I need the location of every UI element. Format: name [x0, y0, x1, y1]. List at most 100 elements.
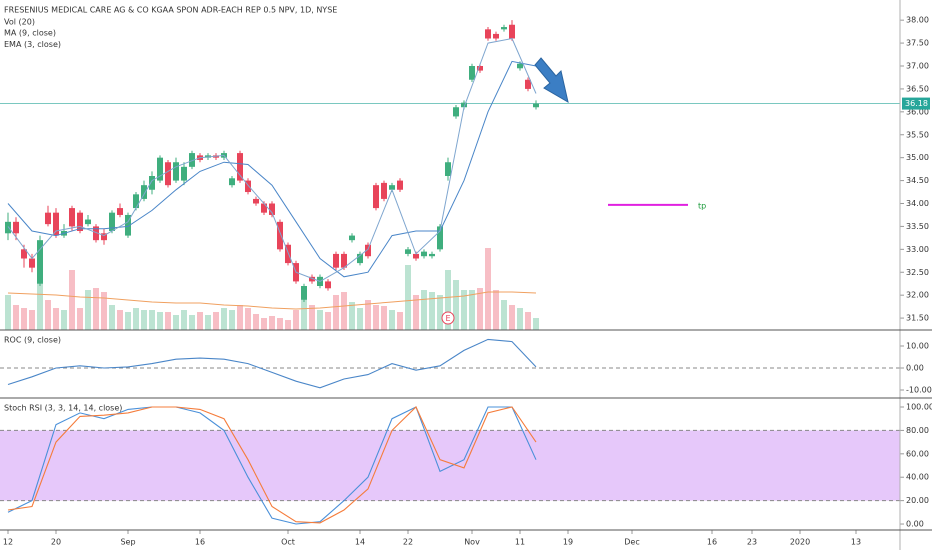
arrow: [534, 57, 569, 104]
volume-bar: [189, 315, 195, 330]
volume-bar: [325, 312, 331, 330]
candle-body: [13, 221, 19, 234]
candle-body: [37, 240, 43, 284]
volume-bar: [149, 310, 155, 330]
volume-bar: [157, 312, 163, 330]
volume-bar: [221, 308, 227, 330]
volume-bar: [269, 316, 275, 330]
moving-average: [7, 60, 537, 278]
candle-body: [21, 249, 27, 259]
volume-bar: [453, 280, 459, 330]
x-tick-label: 13: [851, 538, 861, 547]
volume-bar: [525, 312, 531, 330]
y-tick-label: 80.00: [906, 426, 929, 435]
volume-bar: [501, 300, 507, 330]
candle-body: [349, 235, 355, 241]
y-tick-label: 34.00: [906, 199, 929, 208]
volume-bar: [117, 310, 123, 330]
candle-body: [421, 251, 427, 257]
y-tick-label: 0.00: [906, 363, 924, 372]
y-tick-label: 60.00: [906, 449, 929, 458]
candle-body: [485, 29, 491, 39]
x-tick-label: 20: [51, 538, 61, 547]
volume-bar: [253, 314, 259, 330]
volume-bar: [213, 312, 219, 330]
candle-body: [277, 221, 283, 250]
volume-bar: [125, 312, 131, 330]
last-price-tag: [902, 97, 930, 110]
candle-body: [237, 153, 243, 181]
candle-body: [149, 176, 155, 190]
candle-body: [445, 162, 451, 176]
volume-bar: [485, 248, 491, 330]
x-tick-label: 19: [563, 538, 573, 547]
candle-body: [269, 203, 275, 215]
volume-bar: [21, 308, 27, 330]
volume-bar: [173, 315, 179, 330]
y-tick-label: 35.50: [906, 130, 929, 139]
volume-bar: [509, 305, 515, 330]
candle-body: [261, 203, 267, 213]
volume-bar: [13, 305, 19, 330]
pane-title: FRESENIUS MEDICAL CARE AG & CO KGAA SPON…: [4, 6, 337, 15]
x-tick-label: 16: [707, 538, 717, 547]
candle-body: [509, 24, 515, 39]
volume-bar: [285, 320, 291, 330]
candle-body: [157, 157, 163, 181]
volume-bar: [469, 290, 475, 330]
moving-average: [7, 37, 537, 282]
volume-bar: [261, 318, 267, 330]
candle-body: [53, 212, 59, 236]
volume-bar: [397, 312, 403, 330]
volume-bar: [141, 310, 147, 330]
y-tick-label: 10.00: [906, 341, 929, 350]
candle-body: [189, 153, 195, 167]
event-marker: [441, 311, 455, 325]
volume-bar: [445, 270, 451, 330]
candle-body: [181, 166, 187, 181]
volume-bar: [389, 310, 395, 330]
volume-bar: [405, 265, 411, 330]
legend-label: Vol (20): [4, 18, 35, 27]
volume-ma: [7, 291, 537, 310]
y-tick-label: 34.50: [906, 176, 929, 185]
volume-bar: [413, 295, 419, 330]
volume-bar: [477, 288, 483, 330]
volume-bar: [333, 295, 339, 330]
y-tick-label: 36.00: [906, 107, 929, 116]
candle-body: [45, 212, 51, 225]
candle-body: [133, 194, 139, 209]
candle-body: [77, 212, 83, 231]
candle-body: [461, 102, 467, 108]
candle-body: [389, 185, 395, 190]
volume-bar: [277, 318, 283, 330]
legend-label: MA (9, close): [4, 29, 56, 38]
x-tick-label: 22: [403, 538, 413, 547]
y-tick-label: 0.00: [906, 520, 924, 529]
candle-body: [405, 249, 411, 254]
y-tick-label: -10.00: [906, 385, 932, 394]
y-tick-label: 37.00: [906, 62, 929, 71]
volume-bar: [61, 310, 67, 330]
volume-bar: [93, 288, 99, 330]
volume-bar: [229, 310, 235, 330]
y-tick-label: 31.50: [906, 314, 929, 323]
volume-bar: [461, 290, 467, 330]
candle-body: [533, 103, 539, 108]
volume-bar: [429, 292, 435, 330]
candle-body: [141, 185, 147, 199]
volume-bar: [365, 300, 371, 330]
x-tick-label: 14: [355, 538, 365, 547]
volume-bar: [45, 300, 51, 330]
candle-body: [469, 66, 475, 80]
candle-body: [493, 33, 499, 39]
indicator-line: [7, 406, 537, 525]
band: [0, 430, 900, 501]
indicator-line: [7, 338, 537, 389]
event-label: E: [445, 314, 450, 323]
x-tick-label: Sep: [120, 538, 135, 547]
candle-body: [229, 178, 235, 186]
y-tick-label: 40.00: [906, 473, 929, 482]
volume-bar: [181, 310, 187, 330]
